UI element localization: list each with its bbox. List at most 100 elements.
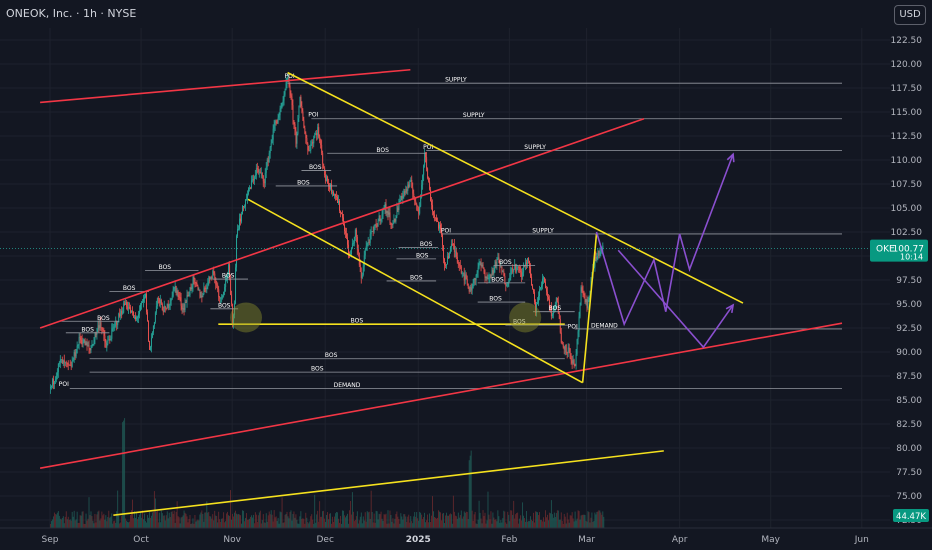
- candle-body: [149, 346, 151, 350]
- volume-bar: [589, 522, 591, 528]
- volume-bar: [573, 521, 575, 528]
- annotation-label: BOS: [218, 302, 231, 309]
- candle-body: [169, 300, 171, 306]
- candle-body: [137, 317, 139, 319]
- candle-body: [187, 295, 189, 296]
- candle-body: [518, 266, 520, 268]
- candle-body: [458, 263, 460, 266]
- candle-body: [344, 224, 345, 232]
- candle-body: [163, 306, 165, 313]
- volume-bar: [250, 515, 252, 528]
- candle-body: [351, 243, 353, 249]
- volume-bar: [132, 499, 133, 528]
- candle-body: [100, 322, 102, 329]
- candle-body: [70, 365, 72, 367]
- currency-button[interactable]: USD: [894, 5, 926, 25]
- y-tick-label: 107.50: [891, 180, 923, 190]
- candle-body: [574, 363, 576, 366]
- volume-bar: [50, 521, 52, 528]
- candle-body: [502, 271, 504, 273]
- candle-body: [162, 310, 164, 313]
- candle-body: [509, 277, 511, 281]
- volume-bar: [229, 515, 230, 528]
- volume-bar: [126, 520, 128, 528]
- candle-body: [113, 326, 115, 328]
- volume-bar: [325, 521, 327, 528]
- volume-bar: [452, 495, 454, 528]
- volume-bar: [557, 510, 559, 528]
- annotation-label: BOS: [97, 315, 110, 322]
- volume-bar: [298, 523, 300, 528]
- volume-bar: [423, 517, 425, 528]
- candle-body: [422, 175, 424, 185]
- candle-body: [411, 179, 413, 188]
- volume-bar: [202, 514, 204, 528]
- candle-body: [102, 329, 104, 331]
- volume-bar: [571, 512, 573, 528]
- volume-bar: [256, 522, 258, 528]
- volume-bar: [435, 517, 436, 528]
- volume-bar: [182, 515, 184, 528]
- candle-body: [402, 194, 404, 199]
- candle-body: [556, 297, 558, 302]
- candle-body: [117, 322, 119, 326]
- volume-bar: [389, 510, 391, 528]
- volume-bar: [120, 522, 122, 528]
- volume-bar: [338, 518, 339, 528]
- volume-bar: [85, 513, 87, 528]
- volume-bar: [170, 511, 172, 528]
- volume-bar: [397, 516, 399, 528]
- candle-body: [126, 302, 128, 307]
- volume-bar: [420, 512, 422, 528]
- candle-body: [270, 143, 272, 148]
- annotation-label: BOS: [297, 179, 310, 186]
- volume-bar: [268, 511, 270, 528]
- volume-bar: [320, 516, 322, 528]
- volume-bar: [531, 519, 532, 528]
- candle-body: [219, 297, 221, 299]
- candle-body: [259, 171, 261, 173]
- candle-body: [200, 295, 202, 298]
- volume-bar: [582, 514, 584, 528]
- volume-bar: [460, 510, 462, 528]
- volume-bar: [512, 514, 514, 528]
- volume-bar: [578, 511, 580, 528]
- candle-body: [352, 243, 354, 245]
- candle-body: [101, 328, 103, 330]
- candle-body: [331, 183, 333, 193]
- candle-body: [221, 297, 223, 299]
- candle-body: [258, 171, 260, 173]
- volume-bar: [583, 514, 585, 528]
- volume-bar: [194, 515, 196, 528]
- volume-bar: [145, 521, 146, 528]
- volume-bar: [550, 500, 552, 528]
- candle-body: [565, 344, 567, 353]
- candle-body: [493, 267, 495, 274]
- volume-bar: [243, 510, 244, 528]
- volume-bar: [480, 518, 482, 528]
- candle-body: [238, 228, 239, 230]
- volume-bar: [395, 514, 397, 528]
- volume-bar: [257, 515, 259, 528]
- candle-body: [543, 277, 544, 279]
- volume-bar: [442, 513, 443, 528]
- volume-bar: [297, 523, 299, 528]
- volume-bar: [490, 511, 492, 528]
- volume-bar: [162, 515, 164, 528]
- volume-bar: [562, 523, 564, 528]
- candle-body: [245, 199, 246, 207]
- candle-body: [510, 269, 512, 278]
- candle-body: [430, 189, 432, 201]
- annotation-label: BOS: [222, 273, 235, 280]
- candle-body: [196, 283, 198, 287]
- volume-bar: [217, 522, 219, 528]
- candle-body: [129, 307, 131, 309]
- candle-body: [418, 206, 420, 214]
- candle-body: [145, 293, 146, 298]
- volume-bar: [366, 511, 368, 528]
- volume-bar: [122, 422, 124, 528]
- candle-body: [246, 199, 247, 201]
- volume-bar: [177, 516, 179, 528]
